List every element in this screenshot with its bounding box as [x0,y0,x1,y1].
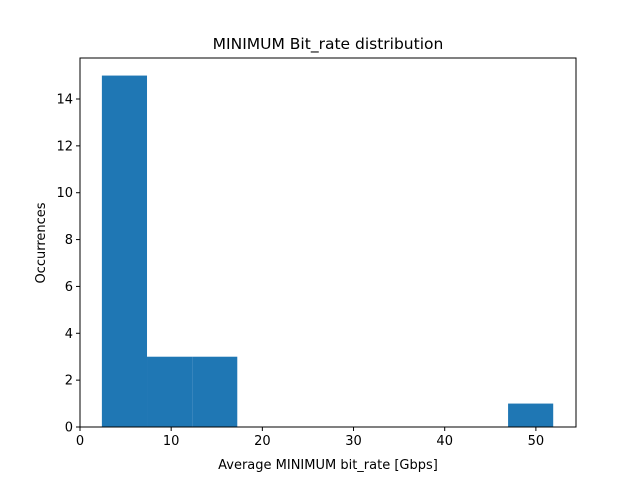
x-axis-title: Average MINIMUM bit_rate [Gbps] [218,458,438,473]
y-tick-label: 4 [65,327,73,342]
histogram-bar-2 [192,356,238,427]
x-tick-label: 30 [345,434,362,449]
y-axis-ticks: 0 2 4 6 8 10 12 14 [56,93,80,436]
y-tick-label: 10 [56,186,73,201]
x-axis-ticks: 0 10 20 30 40 50 [76,427,544,449]
histogram-bar-1 [147,356,193,427]
y-tick-label: 2 [65,374,73,389]
y-axis-title: Occurrences [34,202,49,283]
axes-frame [79,57,577,428]
y-tick-label: 12 [56,139,73,154]
histogram-bar-0 [101,75,148,428]
bars-layer [101,75,554,428]
x-tick-label: 20 [254,434,271,449]
x-tick-label: 50 [528,434,545,449]
y-tick-label: 8 [65,233,73,248]
x-tick-label: 0 [76,434,84,449]
chart-title: MINIMUM Bit_rate distribution [213,35,444,54]
y-tick-label: 14 [56,93,73,108]
y-tick-label: 0 [65,421,73,436]
histogram-bar-9 [508,403,554,427]
y-tick-label: 6 [65,280,73,295]
x-tick-label: 10 [163,434,180,449]
x-tick-label: 40 [436,434,453,449]
